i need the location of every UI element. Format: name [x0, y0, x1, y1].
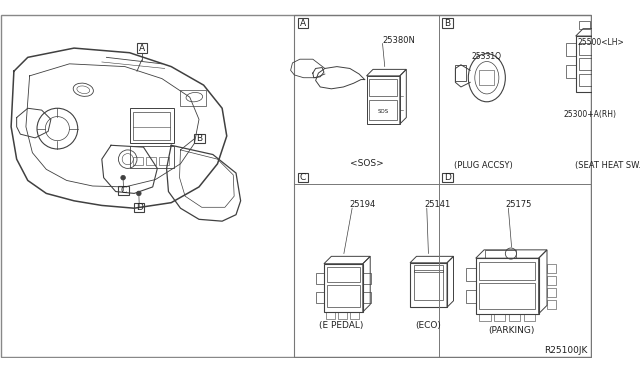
Text: (PARKING): (PARKING): [488, 326, 535, 335]
Bar: [547, 288, 556, 297]
Bar: [298, 19, 308, 28]
Bar: [369, 100, 397, 120]
Bar: [456, 65, 467, 81]
Bar: [326, 285, 360, 307]
Bar: [476, 258, 539, 314]
Bar: [134, 203, 145, 212]
Text: 25194: 25194: [350, 200, 376, 209]
Bar: [609, 21, 620, 29]
Bar: [594, 21, 605, 29]
Bar: [410, 263, 447, 307]
Text: 25331Q: 25331Q: [471, 52, 501, 61]
Text: <SOS>: <SOS>: [349, 159, 383, 168]
Bar: [579, 21, 591, 29]
Bar: [180, 90, 206, 106]
Text: 25175: 25175: [506, 200, 532, 209]
Bar: [350, 312, 359, 319]
Text: (E PEDAL): (E PEDAL): [319, 321, 364, 330]
Text: 25300+A(RH): 25300+A(RH): [564, 110, 617, 119]
Bar: [547, 276, 556, 285]
Text: SOS: SOS: [378, 109, 388, 113]
Bar: [509, 314, 520, 321]
Bar: [326, 266, 360, 282]
Bar: [133, 112, 170, 140]
Text: C: C: [300, 173, 306, 182]
Bar: [602, 58, 618, 70]
Bar: [634, 68, 640, 82]
Bar: [326, 312, 335, 319]
Bar: [467, 290, 476, 302]
Bar: [634, 50, 640, 64]
Bar: [467, 268, 476, 281]
Bar: [413, 264, 444, 272]
Bar: [494, 314, 506, 321]
Bar: [298, 173, 308, 182]
Text: B: B: [444, 19, 451, 28]
Circle shape: [136, 191, 141, 196]
Bar: [485, 250, 516, 258]
Bar: [566, 44, 576, 57]
Text: D: D: [444, 173, 451, 182]
Bar: [137, 44, 147, 53]
Text: A: A: [139, 44, 145, 52]
Bar: [579, 42, 596, 55]
Text: (SEAT HEAT SW.): (SEAT HEAT SW.): [575, 161, 640, 170]
Bar: [566, 65, 576, 78]
Bar: [576, 36, 627, 92]
Bar: [118, 186, 129, 195]
Text: 25141: 25141: [424, 200, 450, 209]
Text: 25380N: 25380N: [382, 36, 415, 45]
Bar: [479, 283, 535, 309]
Bar: [129, 108, 174, 144]
Text: A: A: [300, 19, 306, 28]
Bar: [338, 312, 347, 319]
Bar: [324, 264, 363, 312]
Text: B: B: [196, 134, 202, 143]
Bar: [316, 273, 324, 284]
Bar: [479, 70, 494, 85]
Bar: [294, 15, 591, 357]
Text: R25100JK: R25100JK: [545, 346, 588, 355]
Bar: [133, 157, 143, 165]
Circle shape: [121, 175, 125, 180]
Bar: [524, 314, 535, 321]
Bar: [579, 74, 596, 86]
Bar: [159, 157, 170, 165]
Bar: [442, 19, 452, 28]
Bar: [146, 157, 156, 165]
Bar: [363, 273, 371, 284]
Bar: [579, 58, 596, 70]
Bar: [547, 264, 556, 273]
Text: 25500<LH>: 25500<LH>: [577, 38, 624, 47]
Text: (ECO): (ECO): [415, 321, 442, 330]
Bar: [479, 262, 535, 280]
Bar: [316, 292, 324, 302]
Bar: [129, 146, 174, 169]
Text: C: C: [120, 186, 127, 195]
Text: (PLUG ACCSY): (PLUG ACCSY): [454, 161, 513, 170]
Bar: [413, 270, 444, 300]
Bar: [363, 292, 371, 302]
Bar: [602, 42, 618, 55]
Bar: [195, 134, 205, 144]
Bar: [369, 78, 397, 96]
Bar: [442, 173, 452, 182]
Bar: [547, 300, 556, 309]
Bar: [367, 76, 400, 124]
Text: D: D: [136, 203, 143, 212]
Bar: [479, 314, 490, 321]
Bar: [602, 74, 618, 86]
